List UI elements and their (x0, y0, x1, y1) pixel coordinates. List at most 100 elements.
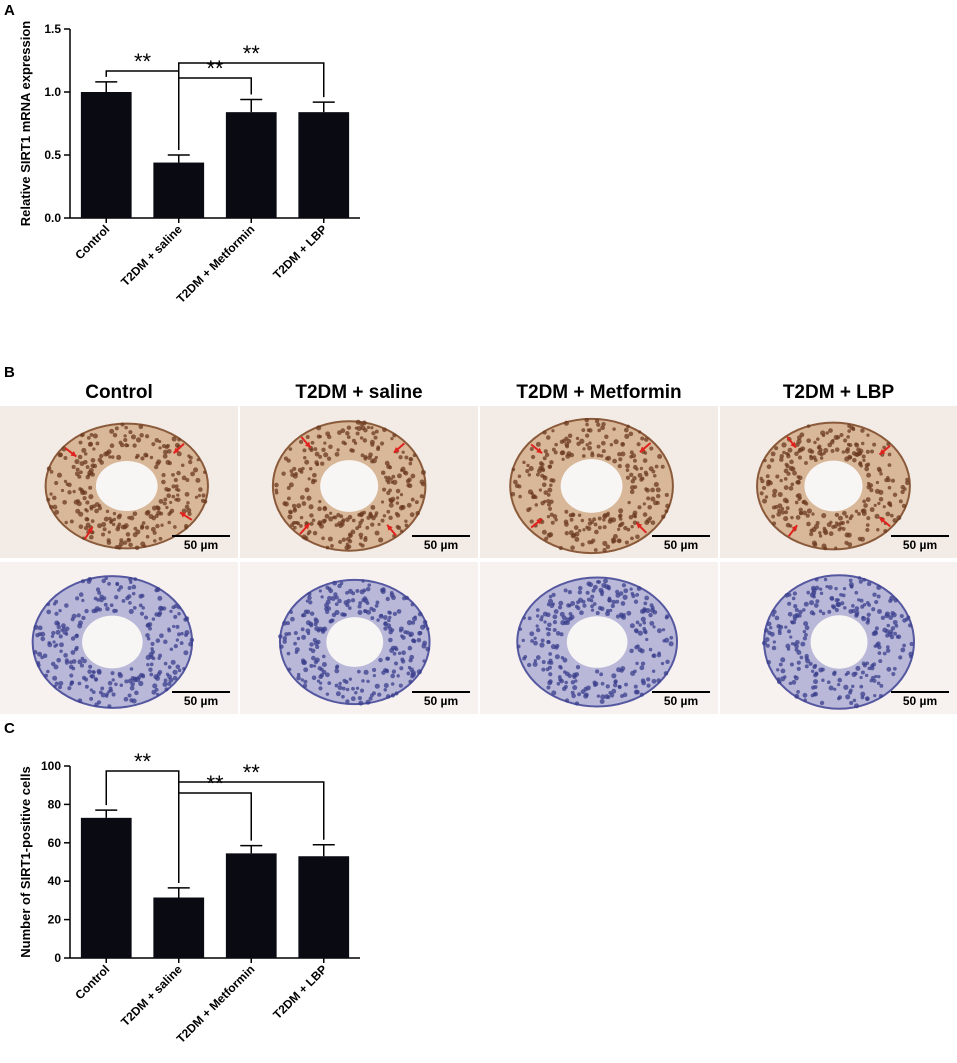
y-tick-label: 0 (54, 951, 61, 965)
scale-bar-line (652, 535, 710, 537)
red-arrow-marker (299, 522, 311, 535)
red-arrow-marker (530, 518, 543, 529)
scale-bar-line (891, 691, 949, 693)
col-title-control: Control (85, 382, 153, 403)
scale-bar-line (412, 691, 470, 693)
bar (298, 112, 350, 218)
y-tick-label: 0.5 (44, 148, 61, 162)
significance-label: ** (134, 49, 152, 74)
significance-label: ** (134, 749, 152, 774)
tissue-section (720, 406, 957, 558)
scale-bar: 50 µm (412, 691, 470, 708)
micrograph-sirt1-stained: 50 µm (240, 406, 478, 558)
tissue-section (240, 562, 478, 714)
y-tick-label: 40 (48, 874, 62, 888)
y-tick-label: 0.0 (44, 211, 61, 225)
scale-bar: 50 µm (891, 535, 949, 552)
red-arrow-marker (84, 526, 94, 540)
red-arrow-marker (878, 516, 891, 528)
micrograph-negative-control: 50 µm (0, 562, 238, 714)
scale-bar-line (891, 535, 949, 537)
y-tick-label: 1.0 (44, 85, 61, 99)
tissue-section (480, 562, 718, 714)
bar (298, 856, 350, 958)
scale-bar-label: 50 µm (902, 694, 938, 708)
x-tick-label: Control (72, 222, 112, 262)
y-axis-label: Number of SIRT1-positive cells (18, 766, 33, 957)
red-arrow-marker (179, 511, 193, 521)
bar (225, 853, 277, 958)
y-tick-label: 60 (48, 836, 62, 850)
significance-bracket: ** (178, 41, 325, 150)
panel-letter-a: A (4, 2, 15, 19)
scale-bar-label: 50 µm (663, 694, 699, 708)
red-arrow-marker (64, 447, 77, 458)
scale-bar-line (172, 535, 230, 537)
chart-a-relative-sirt1-mrna: 0.0 0.5 1.0 1.5 Relative SIRT1 mRNA expressi… (18, 21, 360, 306)
tissue-section (720, 562, 957, 714)
scale-bar: 50 µm (891, 691, 949, 708)
significance-label: ** (206, 56, 224, 81)
y-tick-label: 20 (48, 913, 62, 927)
bar (225, 112, 277, 218)
scale-bar: 50 µm (172, 535, 230, 552)
scale-bar-label: 50 µm (423, 694, 459, 708)
red-arrow-marker (786, 436, 797, 449)
red-arrow-marker (878, 444, 891, 456)
micrograph-panel: Control T2DM + saline T2DM + Metformin T… (0, 372, 957, 714)
scale-bar-label: 50 µm (183, 538, 219, 552)
tissue-section (240, 406, 478, 558)
red-arrow-marker (787, 524, 798, 537)
y-axis-label: Relative SIRT1 mRNA expression (18, 21, 33, 226)
micrograph-negative-control: 50 µm (480, 562, 718, 714)
col-title-t2dm-saline: T2DM + saline (295, 382, 423, 403)
panel-letter-b: B (4, 364, 15, 381)
red-arrow-marker (639, 442, 652, 453)
red-arrow-marker (172, 443, 185, 454)
tissue-section (0, 406, 238, 558)
scale-bar-line (412, 535, 470, 537)
x-tick-label: T2DM + Metformin (174, 962, 258, 1046)
scale-bar-line (652, 691, 710, 693)
x-tick-label: T2DM + Metformin (174, 222, 258, 306)
scale-bar: 50 µm (412, 535, 470, 552)
scale-bar-label: 50 µm (902, 538, 938, 552)
micrograph-negative-control: 50 µm (240, 562, 478, 714)
micrograph-negative-control: 50 µm (720, 562, 957, 714)
y-tick-label: 1.5 (44, 22, 61, 36)
significance-label: ** (243, 41, 261, 66)
x-tick-label: T2DM + LBP (270, 962, 330, 1022)
col-title-t2dm-metformin: T2DM + Metformin (516, 382, 682, 403)
scale-bar: 50 µm (652, 535, 710, 552)
x-tick-label: T2DM + LBP (270, 222, 330, 282)
red-arrow-marker (635, 522, 648, 534)
red-arrow-marker (530, 443, 543, 455)
red-arrow-marker (386, 524, 397, 537)
col-title-t2dm-lbp: T2DM + LBP (782, 382, 895, 403)
bar (80, 92, 132, 218)
x-tick-label: T2DM + saline (118, 222, 185, 289)
scale-bar-label: 50 µm (423, 538, 459, 552)
y-tick-label: 100 (41, 759, 61, 773)
red-arrow-marker (393, 442, 405, 454)
scale-bar-label: 50 µm (663, 538, 699, 552)
significance-label: ** (206, 771, 224, 796)
tissue-section (480, 406, 718, 558)
scale-bar: 50 µm (652, 691, 710, 708)
x-tick-label: T2DM + saline (118, 962, 185, 1029)
significance-label: ** (243, 760, 261, 785)
scale-bar-label: 50 µm (183, 694, 219, 708)
scale-bar-line (172, 691, 230, 693)
micrograph-sirt1-stained: 50 µm (0, 406, 238, 558)
tissue-section (0, 562, 238, 714)
chart-c-sirt1-positive-cells: 0 20 40 60 80 100 Number of SIRT1-positive cel… (18, 749, 360, 1046)
x-tick-label: Control (72, 962, 112, 1002)
y-tick-label: 80 (48, 797, 62, 811)
panel-letter-c: C (4, 720, 15, 737)
scale-bar: 50 µm (172, 691, 230, 708)
micrograph-sirt1-stained: 50 µm (720, 406, 957, 558)
significance-bracket: ** (178, 760, 325, 883)
bar (80, 817, 132, 958)
bar (153, 897, 205, 958)
red-arrow-marker (300, 436, 312, 449)
